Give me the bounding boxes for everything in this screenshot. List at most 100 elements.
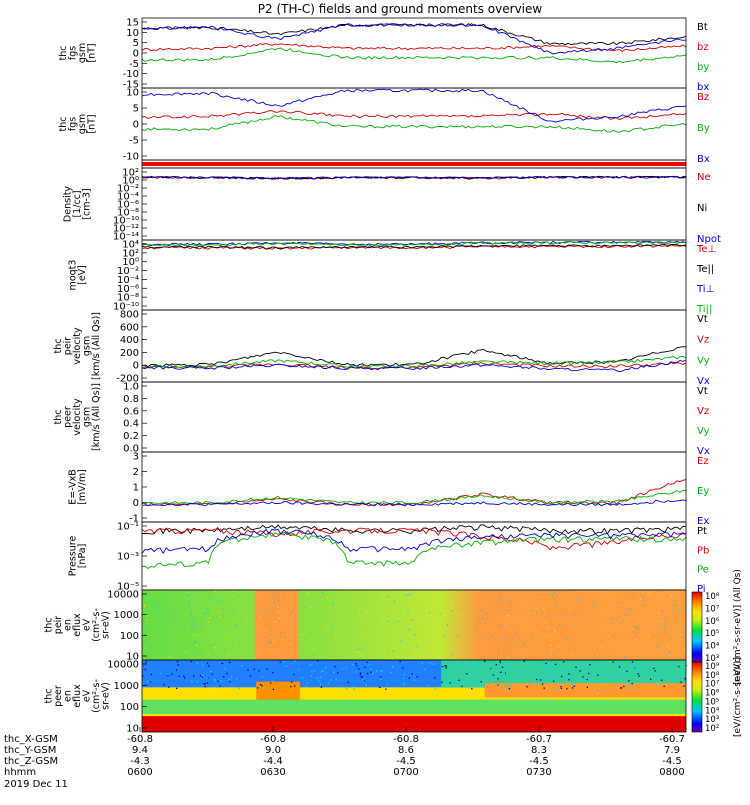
- spectrogram-speckle: [427, 685, 429, 687]
- spectrogram-speckle: [310, 633, 312, 635]
- spectrogram-speckle: [447, 610, 449, 612]
- y-tick-label: -5: [129, 59, 139, 70]
- spectrogram-speckle: [586, 686, 588, 688]
- spectrogram-speckle: [361, 647, 363, 649]
- spectrogram-speckle: [217, 686, 219, 689]
- panel-frame: [141, 17, 687, 89]
- spectrogram-speckle: [269, 607, 271, 609]
- spectrogram-speckle: [184, 677, 186, 679]
- spectrogram-speckle: [214, 680, 216, 682]
- spectrogram-speckle: [144, 633, 146, 635]
- spectrogram-speckle: [573, 685, 575, 687]
- spectrogram-speckle: [204, 686, 206, 688]
- spectrogram-speckle: [658, 631, 660, 633]
- spectrogram-speckle: [634, 627, 637, 629]
- spectrogram-speckle: [294, 660, 296, 662]
- spectrogram-speckle: [149, 681, 152, 683]
- orbit-value: -4.5: [396, 756, 416, 767]
- spectrogram-speckle: [457, 613, 459, 615]
- spectrogram-speckle: [277, 611, 279, 613]
- spectrogram-speckle: [364, 666, 366, 668]
- time-value: 0630: [260, 767, 285, 778]
- spectrogram-speckle: [527, 644, 529, 646]
- spectrogram-speckle: [658, 611, 660, 613]
- orbit-value: -60.8: [393, 734, 419, 745]
- spectrogram-speckle: [544, 664, 547, 667]
- spectrogram-speckle: [638, 675, 640, 677]
- spectrogram-speckle: [419, 595, 421, 597]
- spectrogram-speckle: [501, 624, 503, 626]
- spectrogram-speckle: [413, 653, 415, 655]
- spectrogram-speckle: [632, 628, 634, 630]
- y-tick-label: 10: [126, 652, 139, 663]
- spectrogram-speckle: [156, 604, 158, 607]
- legend-by: by: [697, 62, 709, 73]
- spectrogram-band-low: [142, 716, 686, 732]
- spectrogram-speckle: [207, 621, 209, 623]
- y-tick-label: 0.6: [123, 406, 139, 417]
- spectrogram-speckle: [358, 668, 360, 670]
- spectrogram-speckle: [429, 612, 431, 614]
- spectrogram-speckle: [523, 643, 525, 645]
- spectrogram-speckle: [191, 626, 193, 628]
- spectrogram-speckle: [403, 674, 405, 676]
- spectrogram-speckle: [206, 607, 208, 609]
- spectrogram-injection-2: [484, 683, 686, 698]
- spectrogram-speckle: [536, 612, 538, 614]
- spectrogram-speckle: [206, 662, 209, 664]
- y-axis-label-line: fgs: [67, 117, 78, 131]
- spectrogram-speckle: [336, 618, 338, 620]
- spectrogram-speckle: [332, 603, 334, 605]
- spectrogram-speckle: [510, 667, 513, 669]
- spectrogram-speckle: [510, 601, 512, 603]
- spectrogram-speckle: [461, 685, 463, 688]
- spectrogram-speckle: [345, 666, 347, 669]
- spectrogram-speckle: [366, 637, 368, 639]
- spectrogram-speckle: [403, 683, 405, 686]
- y-axis-label-line: peer: [63, 406, 74, 428]
- y-axis-label-line: moqt3: [67, 260, 78, 291]
- y-tick-label: 10⁻³: [117, 552, 139, 563]
- series-line-bz: [141, 43, 687, 53]
- spectrogram-ion: [142, 590, 686, 660]
- spectrogram-speckle: [409, 606, 411, 608]
- spectrogram-speckle: [683, 685, 685, 687]
- spectrogram-speckle: [367, 616, 369, 618]
- spectrogram-speckle: [664, 667, 666, 669]
- spectrogram-speckle: [551, 653, 553, 655]
- spectrogram-speckle: [546, 626, 548, 629]
- spectrogram-speckle: [201, 685, 203, 687]
- spectrogram-speckle: [216, 601, 218, 603]
- orbit-value: -60.7: [659, 734, 685, 745]
- spectrogram-speckle: [446, 624, 449, 626]
- spectrogram-speckle: [648, 592, 650, 594]
- spectrogram-speckle: [624, 656, 626, 658]
- y-axis-label-line: [cm-3]: [82, 188, 93, 219]
- spectrogram-speckle: [163, 684, 165, 686]
- spectrogram-speckle: [294, 685, 296, 687]
- spectrogram-speckle: [392, 650, 394, 652]
- spectrogram-speckle: [445, 667, 447, 669]
- spectrogram-speckle: [654, 670, 656, 672]
- panel-8: 10⁻¹ 10⁻³ 10⁻⁵ Pressure[nPa] Pt Pb Pe Pi: [67, 522, 709, 596]
- panel-frame: [141, 309, 687, 383]
- spectrogram-speckle: [510, 655, 512, 657]
- spectrogram-speckle: [443, 635, 446, 637]
- spectrogram-speckle: [208, 665, 210, 667]
- spectrogram-speckle: [543, 613, 546, 615]
- y-tick-label: 10⁻⁶: [117, 284, 139, 295]
- spectrogram-speckle: [548, 634, 550, 636]
- spectrogram-speckle: [525, 658, 528, 660]
- spectrogram-speckle: [486, 686, 488, 688]
- spectrogram-speckle: [145, 615, 147, 617]
- spectrogram-speckle: [451, 610, 453, 612]
- spectrogram-speckle: [497, 667, 499, 670]
- spectrogram-speckle: [548, 671, 551, 673]
- spectrogram-speckle: [679, 623, 681, 625]
- spectrogram-speckle: [452, 654, 454, 656]
- legend-Te⊥: Te⊥: [696, 244, 716, 255]
- spectrogram-speckle: [499, 660, 501, 662]
- spectrogram-speckle: [352, 664, 354, 666]
- colorbar-tick: 10⁸: [705, 592, 720, 602]
- orbit-label-x: thc_X-GSM: [4, 734, 58, 745]
